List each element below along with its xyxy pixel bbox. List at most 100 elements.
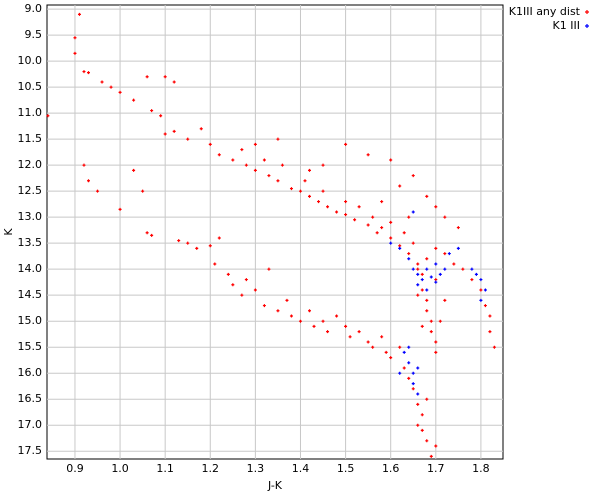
y-tick-label: 14.5 [18,288,43,301]
point [416,283,420,287]
y-tick-label: 17.5 [18,444,43,457]
point [289,314,293,318]
point [267,267,271,271]
point [195,246,199,250]
point [159,114,163,118]
point [492,345,496,349]
point [429,275,433,279]
y-tick-label: 17.0 [18,418,43,431]
y-tick-label: 12.0 [18,158,43,171]
point [456,226,460,230]
point [344,200,348,204]
point [335,210,339,214]
point [474,272,478,276]
point [420,428,424,432]
point [308,309,312,313]
point [402,366,406,370]
point [172,129,176,133]
point [267,174,271,178]
point [425,257,429,261]
point [425,298,429,302]
point [321,163,325,167]
y-tick-label: 10.0 [18,54,43,67]
point [407,345,411,349]
point [461,267,465,271]
point [186,137,190,141]
point [244,278,248,282]
point [425,309,429,313]
point [380,226,384,230]
point [488,330,492,334]
point [344,213,348,217]
point [163,75,167,79]
x-tick-label: 1.4 [292,462,310,475]
point [434,246,438,250]
x-tick-label: 1.0 [111,462,129,475]
point [398,184,402,188]
point [177,239,181,243]
point [326,330,330,334]
point [402,350,406,354]
point [389,356,393,360]
point [308,168,312,172]
point [253,288,257,292]
point [416,402,420,406]
point [411,387,415,391]
point [217,236,221,240]
point [479,278,483,282]
point [208,244,212,248]
point [384,350,388,354]
point [443,252,447,256]
point [172,80,176,84]
point [132,98,136,102]
point [276,179,280,183]
point [420,272,424,276]
point [389,220,393,224]
point [470,278,474,282]
point [150,109,154,113]
y-axis-label: K [2,228,15,236]
x-tick-label: 1.3 [247,462,265,475]
point [456,246,460,250]
point [335,314,339,318]
plot-frame [46,4,504,460]
y-tick-label: 9.5 [25,28,43,41]
point [479,288,483,292]
point [389,241,393,245]
point [280,163,284,167]
point [231,158,235,162]
point [208,142,212,146]
point [407,252,411,256]
point [253,168,257,172]
point [407,376,411,380]
point [420,288,424,292]
point [321,319,325,323]
point [425,267,429,271]
point [420,278,424,282]
point [118,90,122,94]
point [398,371,402,375]
point [132,168,136,172]
point [389,236,393,240]
point [389,158,393,162]
point [262,304,266,308]
y-tick-label: 14.0 [18,262,43,275]
point [244,163,248,167]
point [262,158,266,162]
point [366,153,370,157]
point [344,324,348,328]
x-tick-label: 1.5 [337,462,355,475]
x-tick-label: 1.6 [382,462,400,475]
y-tick-label: 13.0 [18,210,43,223]
point [199,127,203,131]
x-tick-label: 1.8 [472,462,490,475]
point [253,142,257,146]
y-tick-label: 16.0 [18,366,43,379]
point [411,382,415,386]
point [429,330,433,334]
point [434,262,438,266]
point [434,278,438,282]
y-tick-label: 16.5 [18,392,43,405]
point [298,189,302,193]
